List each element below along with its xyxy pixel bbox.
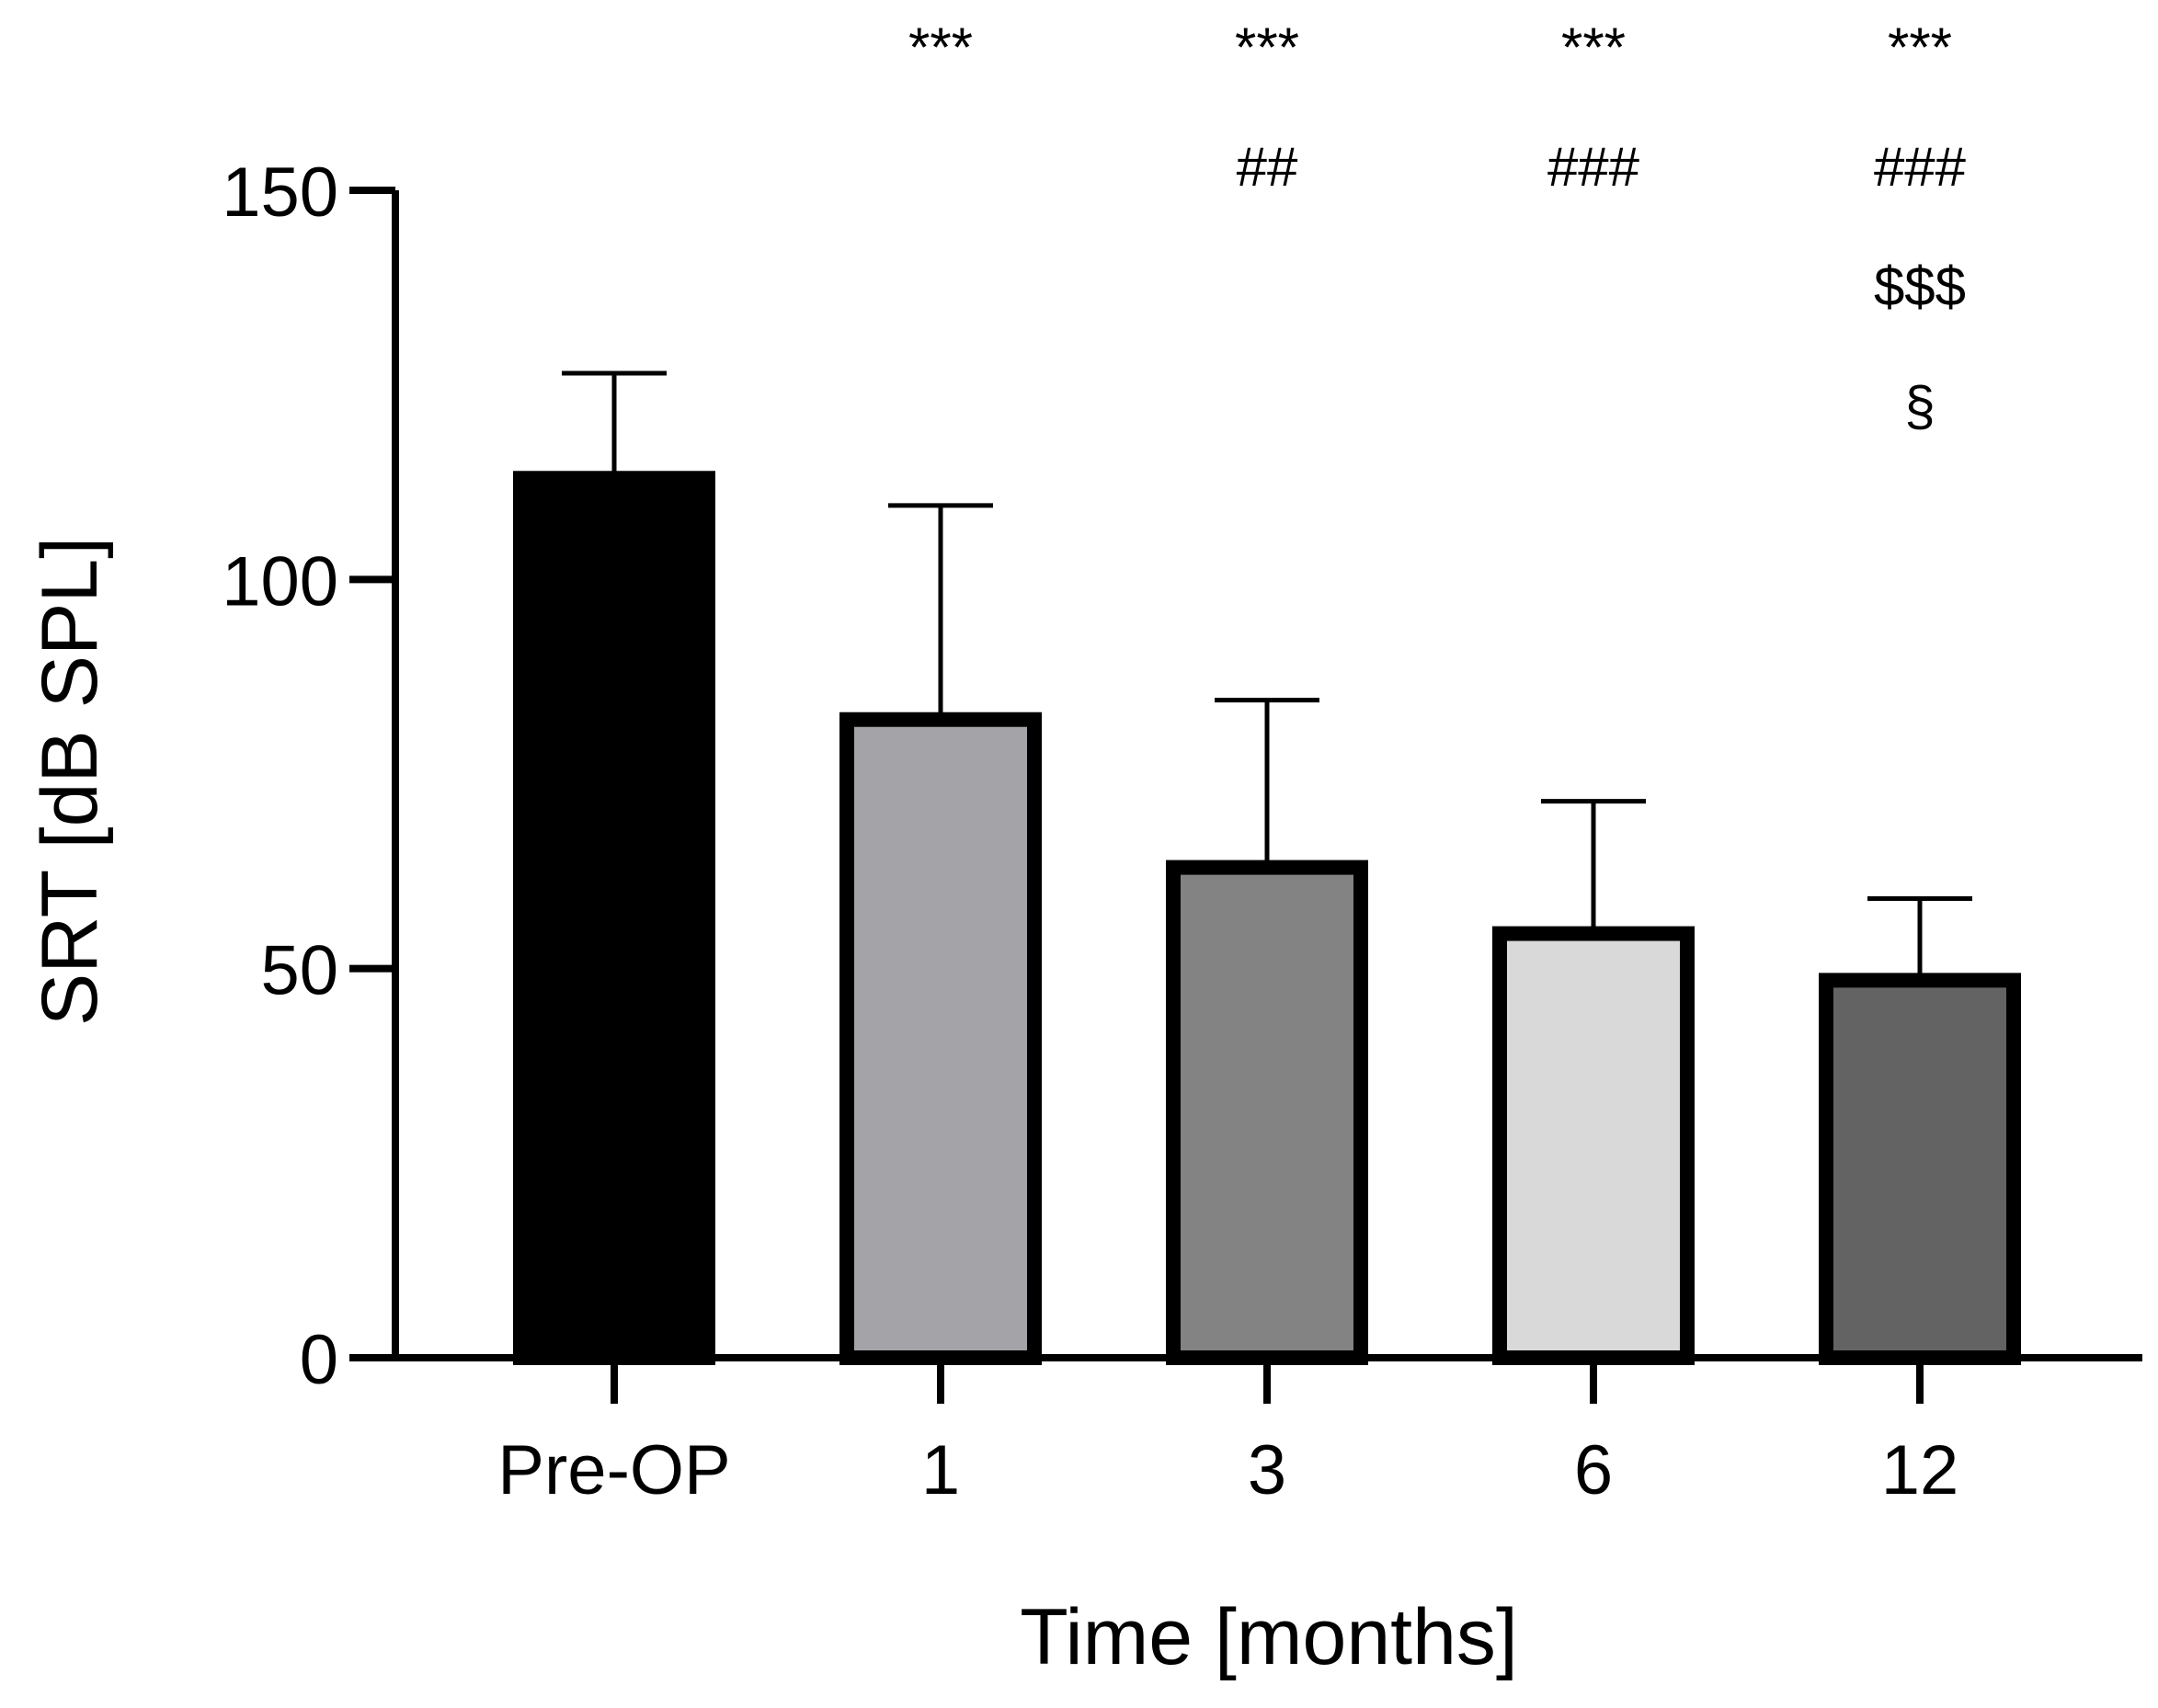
significance-annotation-2-1: ## — [1237, 136, 1298, 198]
bars-layer — [513, 370, 2021, 1366]
significance-annotation-2-0: *** — [1235, 17, 1299, 78]
x-axis-title: Time [months] — [1020, 1593, 1518, 1681]
y-tick-label-1: 50 — [260, 932, 338, 1010]
y-axis-title: SRT [dB SPL] — [26, 537, 114, 1026]
significance-annotation-4-3: § — [1904, 375, 1935, 437]
significance-annotation-3-0: *** — [1561, 17, 1626, 78]
bar-3 — [1492, 926, 1695, 1365]
y-tick-label-2: 100 — [222, 542, 338, 621]
x-tick-label-4: 12 — [1881, 1431, 1959, 1509]
x-tick-label-3: 6 — [1574, 1431, 1613, 1509]
x-tick-label-1: 1 — [921, 1431, 960, 1509]
x-tick-label-0: Pre-OP — [497, 1431, 730, 1509]
axes-layer: Pre-OP 1 3 6 12 0 50 100 150 — [222, 154, 2142, 1509]
y-tick-label-0: 0 — [300, 1321, 338, 1399]
significance-annotation-4-2: $$$ — [1874, 256, 1966, 317]
bar-4 — [1819, 973, 2021, 1366]
bar-2 — [1166, 860, 1368, 1365]
bar-0 — [513, 471, 715, 1365]
significance-annotation-4-1: ### — [1874, 136, 1967, 198]
significance-annotation-3-1: ### — [1547, 136, 1640, 198]
annotations-layer: *** *** ## *** ### *** ### $$$ § — [908, 17, 1967, 437]
x-tick-label-2: 3 — [1248, 1431, 1286, 1509]
bar-1 — [839, 712, 1042, 1365]
significance-annotation-1-0: *** — [908, 17, 973, 78]
significance-annotation-4-0: *** — [1888, 17, 1952, 78]
y-tick-label-3: 150 — [222, 154, 338, 232]
